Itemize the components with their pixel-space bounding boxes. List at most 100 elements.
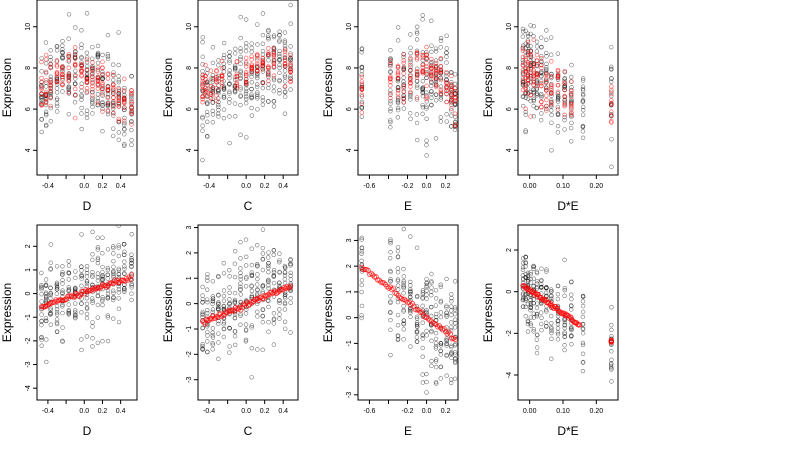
data-point-black: [205, 272, 210, 277]
data-point-black: [438, 341, 444, 346]
data-point-black: [79, 97, 84, 102]
data-point-black: [221, 326, 227, 332]
data-point-black: [129, 100, 134, 105]
data-point-red: [116, 116, 122, 122]
data-point-black: [444, 112, 449, 117]
data-point-red: [100, 59, 105, 65]
fit-point-red: [263, 293, 270, 299]
data-point-red: [534, 58, 540, 64]
data-point-black: [568, 74, 574, 80]
data-point-black: [129, 231, 134, 237]
data-point-red: [282, 83, 288, 89]
data-point-black: [100, 275, 105, 280]
data-point-black: [238, 57, 243, 62]
data-point-red: [562, 112, 567, 118]
data-point-red: [549, 82, 554, 88]
data-point-black: [90, 257, 95, 263]
data-point-black: [60, 290, 65, 295]
data-point-red: [544, 71, 549, 77]
data-point-black: [227, 89, 232, 94]
data-point-black: [395, 115, 401, 120]
data-point-black: [523, 109, 528, 115]
data-point-black: [580, 309, 586, 315]
data-point-black: [249, 325, 254, 330]
data-point-black: [232, 290, 238, 296]
data-point-black: [39, 291, 44, 297]
data-point-black: [39, 56, 44, 61]
data-point-black: [534, 313, 540, 319]
data-point-black: [110, 297, 116, 303]
data-point-black: [90, 56, 95, 61]
data-point-black: [227, 58, 232, 63]
data-point-black: [271, 267, 277, 273]
fit-point-red: [362, 266, 368, 273]
data-point-black: [580, 299, 586, 304]
data-point-black: [528, 276, 533, 282]
points-layer: [200, 2, 293, 163]
data-point-black: [520, 304, 526, 309]
data-point-black: [266, 29, 271, 34]
data-point-red: [43, 100, 49, 105]
data-point-black: [249, 345, 254, 351]
fit-point-red: [447, 331, 454, 337]
data-point-red: [219, 65, 225, 71]
y-axis-title: Expression: [321, 283, 335, 342]
data-point-black: [271, 33, 277, 38]
data-point-black: [388, 47, 393, 53]
data-point-red: [288, 79, 293, 85]
data-point-black: [401, 337, 406, 342]
data-point-black: [129, 285, 134, 290]
y-tick-label: 6: [25, 107, 32, 111]
data-point-black: [227, 72, 232, 78]
data-point-red: [266, 50, 271, 55]
data-point-black: [433, 330, 439, 336]
data-point-black: [568, 125, 574, 131]
data-point-black: [249, 375, 254, 380]
data-point-black: [531, 98, 537, 104]
data-point-black: [395, 283, 401, 288]
data-point-black: [100, 269, 105, 275]
data-point-black: [266, 286, 271, 291]
data-point-black: [129, 74, 134, 79]
data-point-black: [249, 45, 254, 51]
data-point-black: [453, 119, 458, 125]
data-point-black: [221, 288, 227, 293]
x-axis-title: D*E: [557, 199, 578, 213]
data-point-red: [90, 87, 95, 92]
data-point-black: [401, 278, 407, 284]
data-point-black: [116, 266, 121, 271]
data-point-black: [100, 69, 105, 75]
data-point-black: [528, 280, 533, 285]
y-tick-label: 0: [186, 302, 193, 306]
data-point-black: [210, 294, 216, 299]
data-point-black: [433, 287, 439, 293]
data-point-black: [434, 381, 439, 386]
data-point-black: [204, 297, 210, 302]
data-point-black: [395, 254, 401, 260]
data-point-black: [227, 290, 232, 295]
data-point-red: [95, 74, 101, 79]
data-point-black: [116, 30, 121, 35]
data-point-red: [569, 107, 574, 112]
data-point-red: [609, 109, 614, 115]
y-tick-label: 2: [506, 248, 513, 252]
data-point-black: [100, 103, 105, 108]
data-point-black: [415, 137, 420, 143]
data-point-black: [105, 294, 111, 300]
data-point-red: [111, 110, 116, 116]
data-point-black: [95, 278, 101, 283]
data-point-black: [238, 292, 243, 297]
data-point-black: [39, 284, 44, 290]
data-point-black: [271, 317, 277, 322]
data-point-black: [569, 341, 574, 347]
data-point-red: [359, 87, 365, 92]
data-point-black: [238, 46, 243, 51]
data-point-black: [100, 101, 105, 106]
data-point-black: [105, 54, 111, 59]
data-point-black: [249, 272, 255, 277]
data-point-black: [116, 319, 122, 325]
data-point-red: [66, 73, 72, 79]
data-point-black: [227, 71, 232, 76]
data-point-black: [525, 49, 531, 54]
data-point-black: [420, 111, 425, 117]
